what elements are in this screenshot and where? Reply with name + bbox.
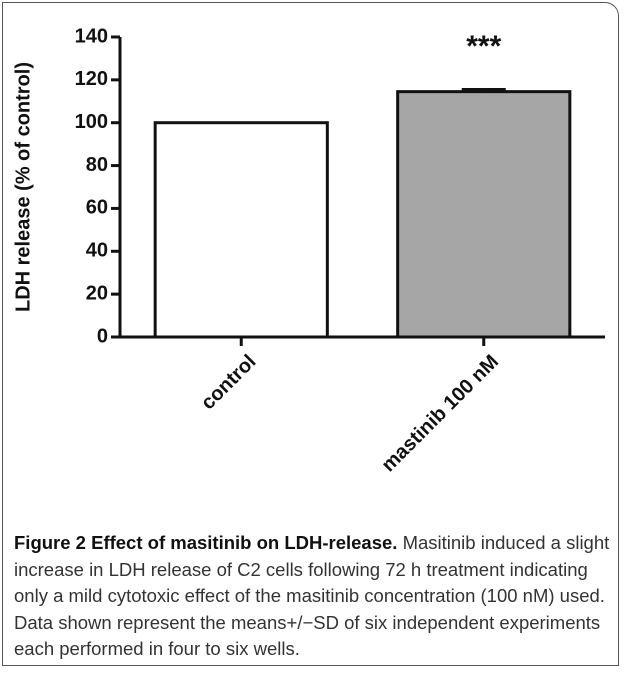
bar [396, 90, 572, 339]
x-tick-label: mastinib 100 nM [377, 351, 503, 477]
y-tick-label: 20 [86, 282, 108, 304]
y-tick-label: 120 [75, 68, 108, 90]
caption-text: Masitinib induced a slight increase in L… [14, 532, 610, 659]
y-tick-label: 100 [75, 111, 108, 133]
y-tick-label: 0 [97, 325, 108, 347]
caption-title: Figure 2 Effect of masitinib on LDH-rele… [14, 532, 398, 553]
significance-annotation: *** [466, 30, 501, 63]
y-tick-label: 60 [86, 197, 108, 219]
y-tick-label: 80 [86, 154, 108, 176]
chart: LDH release (% of control) 0 20 40 60 80 100 1… [12, 25, 605, 477]
figure-frame [2, 2, 619, 666]
x-tick-label: control [197, 351, 260, 414]
y-tick-label: 140 [75, 25, 108, 47]
y-tick-label: 40 [86, 240, 108, 262]
y-axis-label: LDH release (% of control) [12, 62, 34, 312]
caption: Figure 2 Effect of masitinib on LDH-rele… [14, 530, 614, 663]
bar [153, 121, 329, 339]
